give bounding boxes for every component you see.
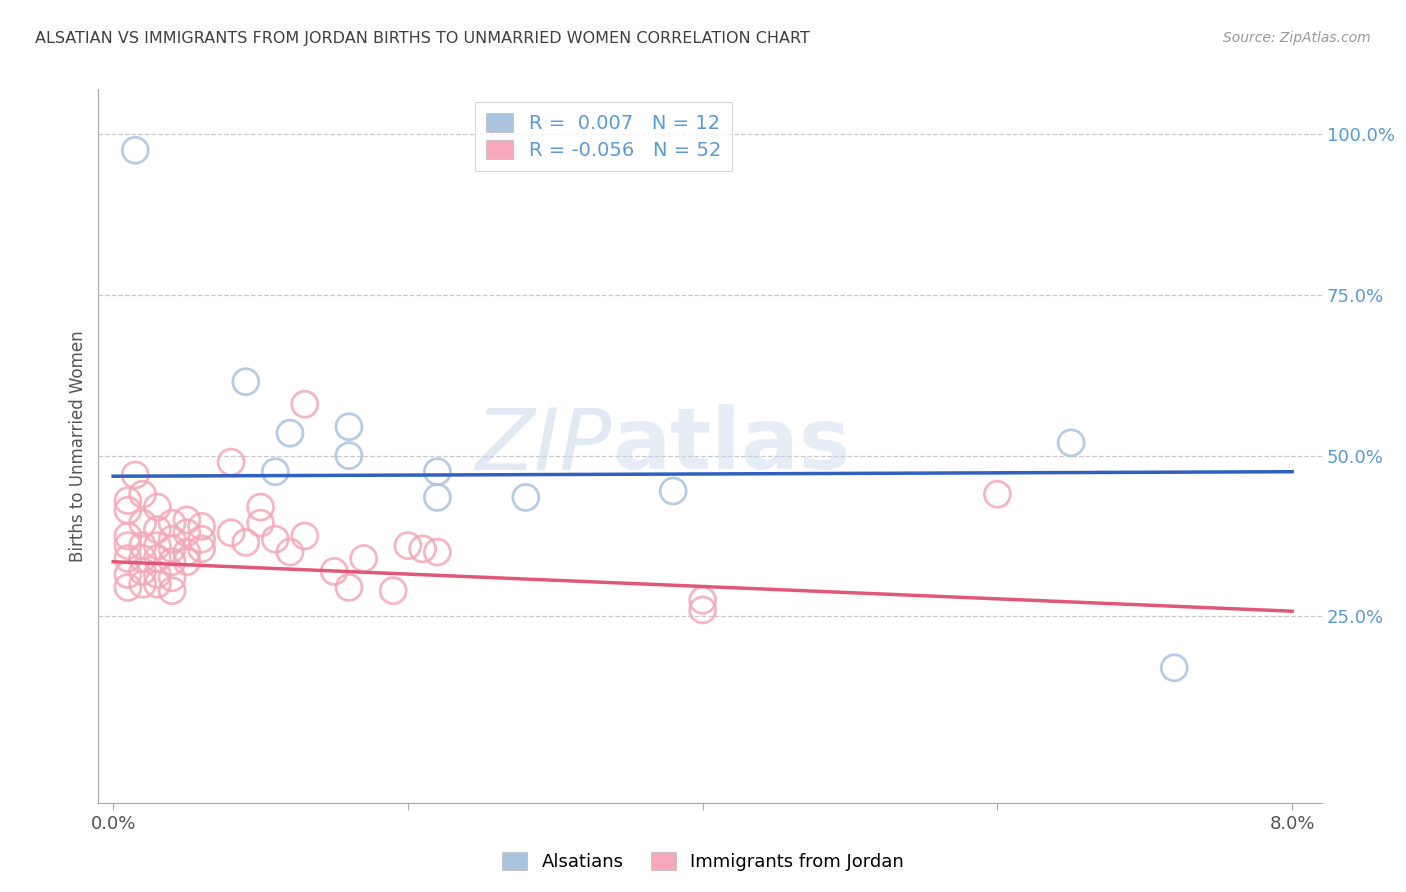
Point <box>146 523 169 537</box>
Point <box>264 465 287 479</box>
Text: Source: ZipAtlas.com: Source: ZipAtlas.com <box>1223 31 1371 45</box>
Point <box>117 581 139 595</box>
Point <box>515 491 537 505</box>
Point <box>219 525 242 540</box>
Point <box>160 555 183 569</box>
Point <box>124 467 146 482</box>
Point <box>131 551 153 566</box>
Point <box>412 541 434 556</box>
Legend: R =  0.007   N = 12, R = -0.056   N = 52: R = 0.007 N = 12, R = -0.056 N = 52 <box>475 103 731 170</box>
Point <box>117 551 139 566</box>
Point <box>692 603 714 617</box>
Point <box>426 465 449 479</box>
Point <box>249 500 271 514</box>
Point <box>131 539 153 553</box>
Point <box>146 577 169 591</box>
Point <box>146 567 169 582</box>
Point <box>235 535 257 549</box>
Point <box>117 493 139 508</box>
Point <box>117 539 139 553</box>
Point <box>190 519 212 533</box>
Point <box>160 533 183 547</box>
Point <box>986 487 1008 501</box>
Legend: Alsatians, Immigrants from Jordan: Alsatians, Immigrants from Jordan <box>495 846 911 879</box>
Text: ZIP: ZIP <box>475 404 612 488</box>
Point <box>160 583 183 598</box>
Point <box>146 551 169 566</box>
Point <box>426 491 449 505</box>
Point <box>176 513 198 527</box>
Point <box>219 455 242 469</box>
Text: ALSATIAN VS IMMIGRANTS FROM JORDAN BIRTHS TO UNMARRIED WOMEN CORRELATION CHART: ALSATIAN VS IMMIGRANTS FROM JORDAN BIRTH… <box>35 31 810 46</box>
Point <box>235 375 257 389</box>
Point <box>146 500 169 514</box>
Point <box>117 567 139 582</box>
Point <box>117 529 139 543</box>
Point <box>278 426 301 441</box>
Point <box>131 565 153 579</box>
Point <box>176 525 198 540</box>
Point <box>124 143 146 157</box>
Point <box>353 551 375 566</box>
Point <box>278 545 301 559</box>
Point <box>131 516 153 530</box>
Point <box>131 487 153 501</box>
Point <box>692 593 714 607</box>
Point <box>294 397 316 411</box>
Text: atlas: atlas <box>612 404 851 488</box>
Point <box>190 541 212 556</box>
Point <box>190 533 212 547</box>
Point <box>426 545 449 559</box>
Point <box>146 539 169 553</box>
Point <box>176 545 198 559</box>
Point <box>337 581 360 595</box>
Point <box>337 449 360 463</box>
Point <box>662 483 685 498</box>
Point <box>396 539 419 553</box>
Point <box>249 516 271 530</box>
Y-axis label: Births to Unmarried Women: Births to Unmarried Women <box>69 330 87 562</box>
Point <box>337 419 360 434</box>
Point <box>160 516 183 530</box>
Point <box>264 533 287 547</box>
Point <box>1060 435 1083 450</box>
Point <box>294 529 316 543</box>
Point <box>176 555 198 569</box>
Point <box>1163 661 1185 675</box>
Point <box>131 577 153 591</box>
Point <box>160 541 183 556</box>
Point <box>382 583 405 598</box>
Point <box>160 571 183 585</box>
Point <box>323 565 346 579</box>
Point <box>117 503 139 517</box>
